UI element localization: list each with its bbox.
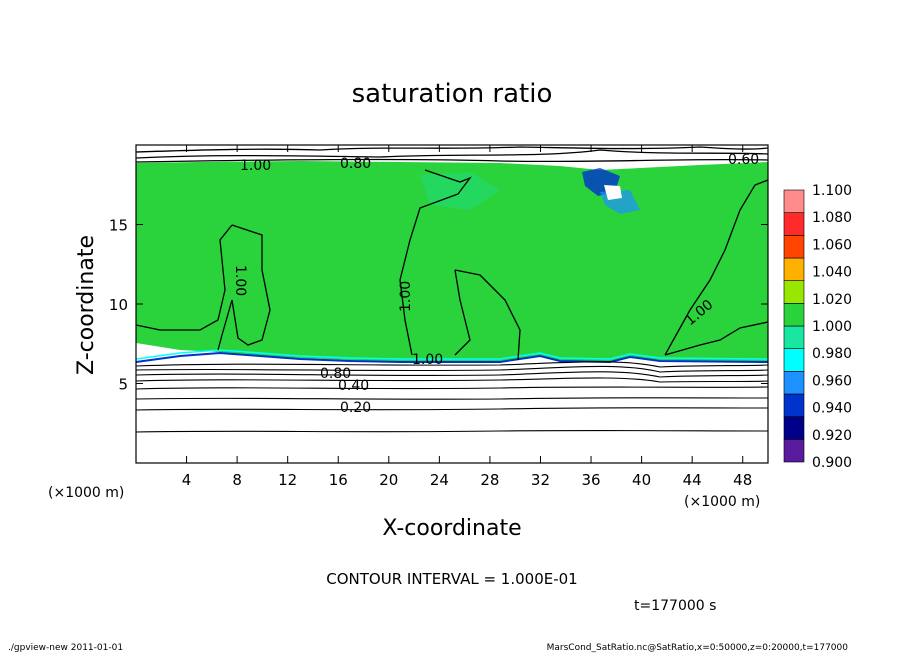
colorbar-band (783, 212, 805, 236)
white-patch-top (604, 185, 622, 200)
y-axis-label: Z-coordinate (74, 235, 99, 375)
colorbar-band (783, 280, 805, 304)
contour-label: 1.00 (240, 158, 271, 174)
plot-area (135, 144, 769, 464)
x-tick-label: 12 (278, 471, 297, 489)
colorbar-label: 0.960 (812, 373, 852, 389)
x-tick-label: 44 (683, 471, 702, 489)
colorbar-band (783, 325, 805, 349)
y-unit-label: (×1000 m) (684, 494, 760, 510)
contour-label: 0.20 (340, 400, 371, 416)
x-tick-label: 36 (581, 471, 600, 489)
contour-label: 1.00 (398, 281, 414, 312)
colorbar-band (783, 348, 805, 372)
x-tick-label: 32 (531, 471, 550, 489)
footer-left: ./gpview-new 2011-01-01 (8, 643, 123, 653)
chart-title: saturation ratio (352, 79, 553, 109)
time-label: t=177000 s (634, 598, 716, 614)
colorbar-band (783, 416, 805, 440)
colorbar-label: 0.900 (812, 455, 852, 471)
colorbar-label: 1.080 (812, 210, 852, 226)
contour-label: 1.00 (232, 265, 248, 296)
colorbar-band (783, 257, 805, 281)
x-axis-label: X-coordinate (382, 516, 521, 541)
colorbar-label: 1.100 (812, 183, 852, 199)
colorbar-label: 1.020 (812, 292, 852, 308)
x-unit-label: (×1000 m) (48, 485, 124, 501)
colorbar-band (783, 439, 805, 463)
contour-label: 0.80 (340, 156, 371, 172)
contour-interval-text: CONTOUR INTERVAL = 1.000E-01 (326, 570, 577, 588)
colorbar-label: 0.940 (812, 401, 852, 417)
contour-label: 0.60 (728, 152, 759, 168)
x-tick-label: 8 (232, 471, 242, 489)
contour-label: 0.80 (320, 366, 351, 382)
edge-band-cyan (135, 349, 769, 360)
colorbar-band (783, 189, 805, 213)
x-tick-label: 20 (379, 471, 398, 489)
x-tick-label: 24 (430, 471, 449, 489)
contour-label: 0.40 (338, 378, 369, 394)
y-tick-label: 15 (109, 217, 128, 235)
colorbar-label: 0.980 (812, 346, 852, 362)
colorbar-band (783, 393, 805, 417)
y-tick-label: 10 (109, 296, 128, 314)
colorbar-band (783, 235, 805, 259)
colorbar-label: 1.000 (812, 319, 852, 335)
footer-right: MarsCond_SatRatio.nc@SatRatio,x=0:50000,… (547, 643, 849, 653)
colorbar-band (783, 371, 805, 395)
x-tick-label: 40 (632, 471, 651, 489)
x-tick-label: 16 (329, 471, 348, 489)
colorbar: 0.900 0.920 0.940 0.960 0.980 1.000 1.020 1.040… (783, 183, 852, 471)
colorbar-band (783, 303, 805, 327)
x-tick-label: 4 (182, 471, 192, 489)
colorbar-label: 1.040 (812, 265, 852, 281)
colorbar-label: 0.920 (812, 428, 852, 444)
y-tick-label: 5 (118, 376, 128, 394)
contour-label: 1.00 (412, 352, 443, 368)
saturated-region (136, 161, 768, 362)
colorbar-label: 1.060 (812, 237, 852, 253)
x-tick-label: 48 (733, 471, 752, 489)
contour-lines-lower (135, 361, 769, 433)
x-axis: 4 8 12 16 20 24 28 32 36 40 44 48 (182, 145, 752, 489)
edge-band-blue (135, 351, 769, 364)
y-axis: 5 10 15 (109, 217, 768, 394)
contour-lines-upper (135, 146, 769, 361)
x-tick-label: 28 (480, 471, 499, 489)
